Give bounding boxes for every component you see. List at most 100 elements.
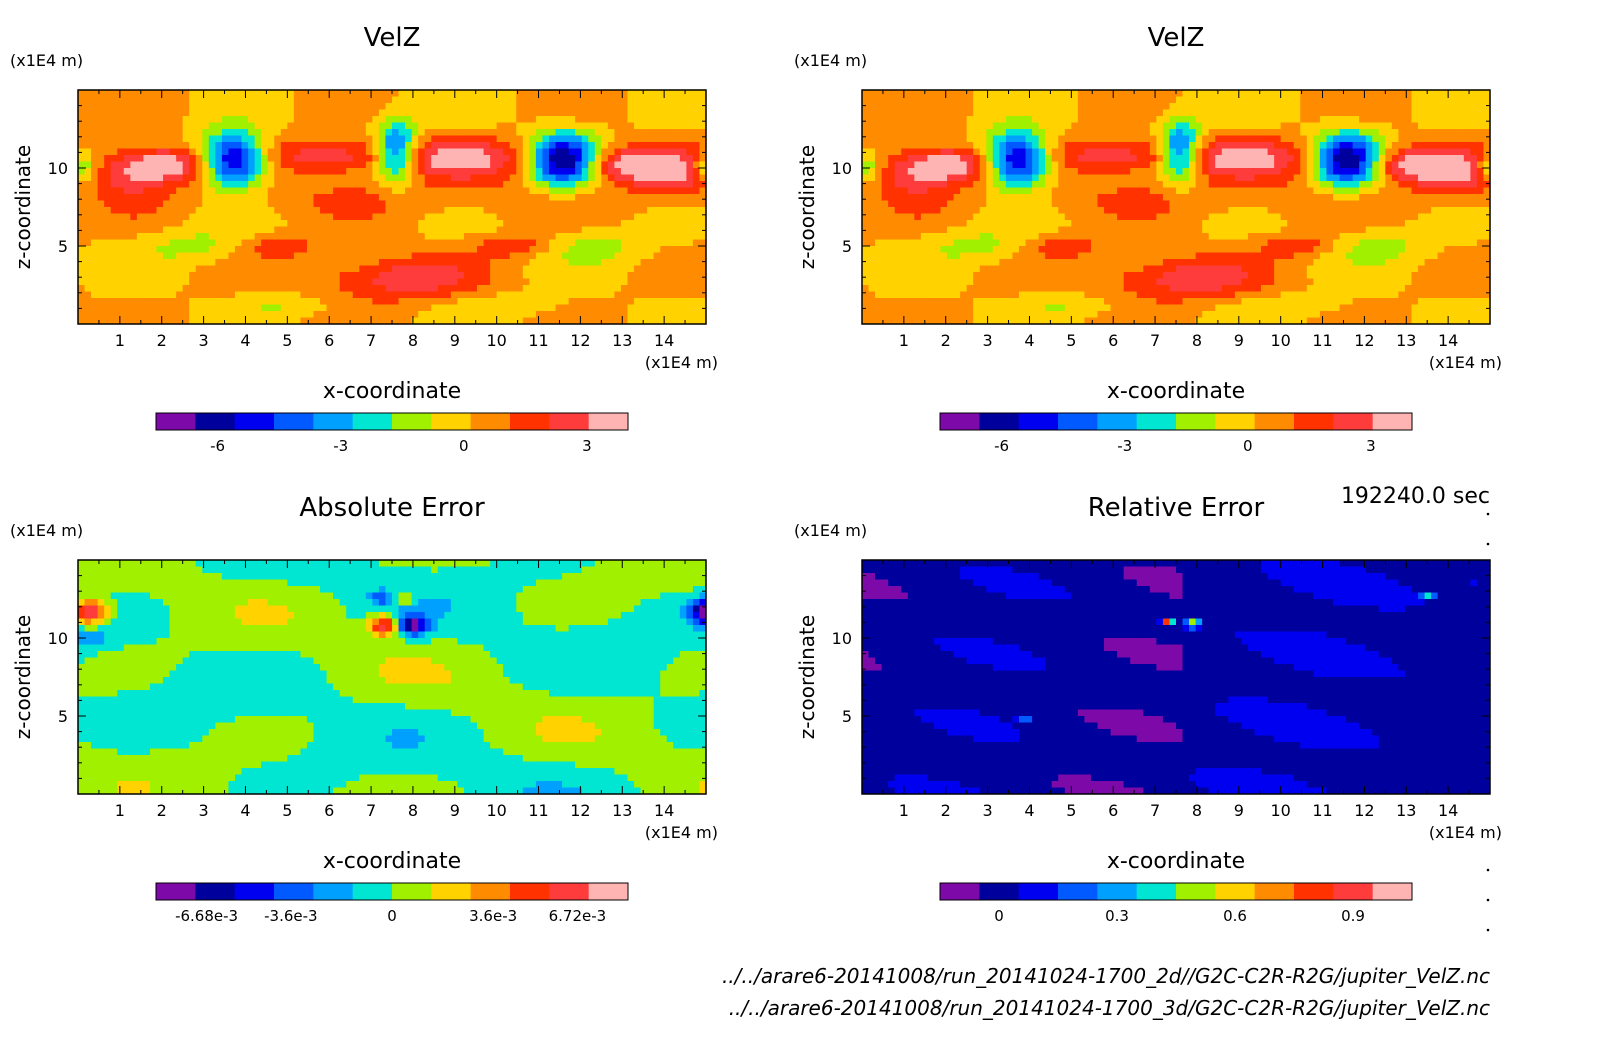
heatmap-cell bbox=[535, 194, 544, 202]
heatmap-cell bbox=[562, 207, 570, 215]
heatmap-cell bbox=[1025, 285, 1033, 293]
heatmap-cell bbox=[940, 142, 948, 150]
heatmap-cell bbox=[477, 135, 485, 143]
heatmap-cell bbox=[254, 129, 262, 137]
heatmap-cell bbox=[189, 207, 197, 215]
heatmap-cell bbox=[411, 174, 419, 182]
heatmap-cell bbox=[1071, 317, 1079, 324]
heatmap-cell bbox=[78, 174, 86, 182]
heatmap-cell bbox=[1077, 233, 1086, 241]
heatmap-cell bbox=[365, 311, 373, 319]
heatmap-cell bbox=[1032, 116, 1040, 124]
heatmap-cell bbox=[920, 181, 929, 189]
heatmap-cell bbox=[568, 291, 576, 299]
heatmap-cell bbox=[437, 103, 445, 111]
heatmap-cell bbox=[960, 135, 968, 143]
heatmap-cell bbox=[97, 278, 105, 286]
heatmap-cell bbox=[555, 181, 563, 189]
heatmap-cell bbox=[463, 90, 472, 98]
heatmap-cell bbox=[78, 252, 86, 260]
heatmap-cell bbox=[992, 161, 1000, 169]
heatmap-cell bbox=[1019, 317, 1027, 324]
heatmap-cell bbox=[953, 213, 961, 221]
heatmap-cell bbox=[522, 122, 530, 130]
heatmap-cell bbox=[1058, 194, 1066, 202]
heatmap-cell bbox=[398, 135, 406, 143]
heatmap-cell bbox=[287, 155, 295, 163]
heatmap-cell bbox=[359, 311, 367, 319]
heatmap-cell bbox=[692, 122, 701, 130]
heatmap-cell bbox=[326, 252, 334, 260]
heatmap-cell bbox=[868, 187, 876, 195]
heatmap-cell bbox=[378, 265, 387, 273]
heatmap-cell bbox=[254, 161, 262, 169]
heatmap-cell bbox=[117, 239, 125, 247]
heatmap-cell bbox=[901, 272, 909, 280]
heatmap-cell bbox=[549, 304, 557, 312]
heatmap-cell bbox=[1084, 311, 1092, 319]
heatmap-cell bbox=[293, 226, 302, 234]
heatmap-cell bbox=[267, 155, 275, 163]
heatmap-cell bbox=[549, 174, 557, 182]
heatmap-cell bbox=[346, 265, 354, 273]
heatmap-cell bbox=[614, 213, 622, 221]
heatmap-cell bbox=[333, 304, 341, 312]
heatmap-cell bbox=[339, 181, 347, 189]
heatmap-cell bbox=[601, 246, 609, 254]
heatmap-cell bbox=[123, 187, 131, 195]
heatmap-cell bbox=[1025, 122, 1033, 130]
heatmap-cell bbox=[221, 142, 230, 150]
heatmap-cell bbox=[306, 187, 315, 195]
heatmap-cell bbox=[241, 148, 249, 156]
heatmap-cell bbox=[163, 265, 171, 273]
heatmap-cell bbox=[933, 161, 942, 169]
heatmap-cell bbox=[463, 252, 472, 260]
heatmap-cell bbox=[437, 304, 445, 312]
heatmap-cell bbox=[568, 246, 576, 254]
heatmap-cell bbox=[927, 161, 935, 169]
heatmap-cell bbox=[78, 207, 86, 215]
heatmap-cell bbox=[1084, 239, 1092, 247]
heatmap-cell bbox=[424, 103, 432, 111]
heatmap-cell bbox=[411, 90, 419, 98]
heatmap-cell bbox=[97, 194, 105, 202]
heatmap-cell bbox=[634, 246, 642, 254]
heatmap-cell bbox=[293, 246, 302, 254]
heatmap-cell bbox=[444, 187, 452, 195]
heatmap-cell bbox=[254, 122, 262, 130]
heatmap-cell bbox=[999, 129, 1007, 137]
heatmap-cell bbox=[110, 168, 118, 176]
heatmap-cell bbox=[979, 129, 987, 137]
heatmap-cell bbox=[221, 265, 230, 273]
heatmap-cell bbox=[653, 103, 661, 111]
heatmap-cell bbox=[235, 265, 243, 273]
heatmap-cell bbox=[575, 317, 583, 324]
heatmap-cell bbox=[228, 148, 236, 156]
heatmap-cell bbox=[254, 304, 262, 312]
heatmap-cell bbox=[1045, 200, 1053, 208]
heatmap-cell bbox=[1058, 174, 1066, 182]
heatmap-cell bbox=[339, 304, 347, 312]
heatmap-cell bbox=[594, 96, 602, 104]
heatmap-cell bbox=[182, 304, 190, 312]
heatmap-cell bbox=[274, 187, 282, 195]
heatmap-cell bbox=[1025, 252, 1033, 260]
heatmap-cell bbox=[156, 291, 164, 299]
heatmap-cell bbox=[267, 252, 275, 260]
heatmap-cell bbox=[306, 135, 315, 143]
heatmap-cell bbox=[647, 272, 655, 280]
heatmap-cell bbox=[215, 155, 223, 163]
heatmap-cell bbox=[1058, 246, 1066, 254]
heatmap-cell bbox=[346, 285, 354, 293]
heatmap-cell bbox=[607, 187, 616, 195]
heatmap-cell bbox=[346, 174, 354, 182]
heatmap-cell bbox=[248, 116, 256, 124]
heatmap-cell bbox=[894, 200, 902, 208]
heatmap-cell bbox=[483, 259, 491, 267]
heatmap-cell bbox=[195, 265, 203, 273]
heatmap-cell bbox=[953, 148, 961, 156]
heatmap-cell bbox=[966, 142, 974, 150]
heatmap-cell bbox=[1025, 213, 1033, 221]
heatmap-cell bbox=[320, 148, 328, 156]
heatmap-cell bbox=[163, 181, 171, 189]
